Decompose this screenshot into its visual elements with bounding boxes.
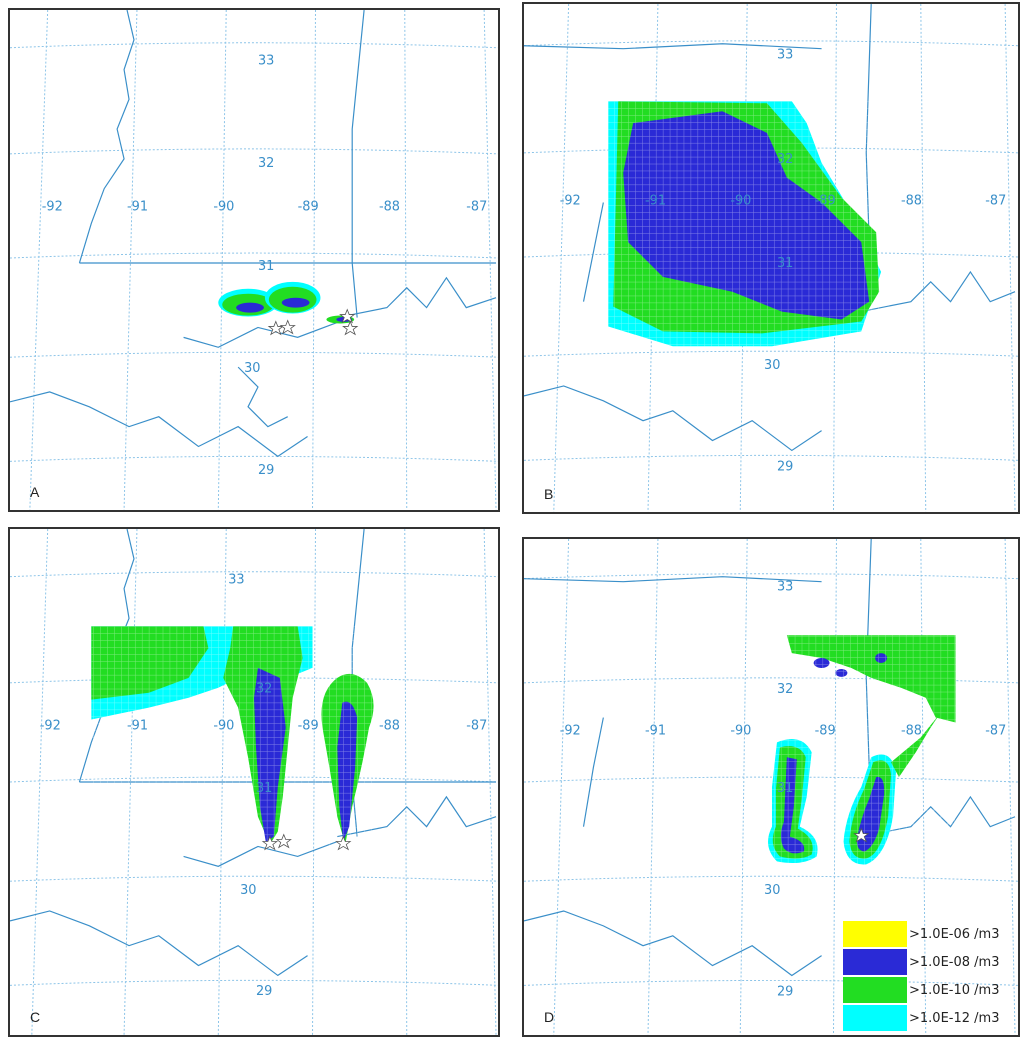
svg-text:-87: -87	[466, 199, 487, 214]
legend-label: >1.0E-12 /m3	[909, 1010, 1000, 1026]
svg-text:33: 33	[258, 54, 274, 69]
svg-text:-91: -91	[645, 193, 666, 208]
svg-text:29: 29	[777, 984, 793, 999]
legend-item-1e12: >1.0E-12 /m3	[843, 1004, 1021, 1032]
svg-text:29: 29	[777, 459, 793, 474]
map-panel-d: 33 32 31 30 29 -92 -91 -90 -89 -88 -87 D	[522, 537, 1020, 1037]
legend-item-1e08: >1.0E-08 /m3	[843, 948, 1021, 976]
svg-text:31: 31	[777, 256, 793, 271]
panel-letter-c: C	[30, 1009, 41, 1025]
graticule-lines	[10, 10, 498, 510]
svg-text:30: 30	[764, 883, 780, 898]
map-panel-c: 33 32 31 30 29 -92 -91 -90 -89 -88 -87 C	[8, 527, 500, 1037]
plume-a	[218, 281, 355, 324]
concentration-legend: >1.0E-06 /m3 >1.0E-08 /m3 >1.0E-10 /m3 >…	[843, 920, 1021, 1033]
map-a: 33 32 31 30 29 -92 -91 -90 -89 -88 -87	[10, 10, 498, 510]
svg-text:-92: -92	[42, 199, 63, 214]
release-sites	[267, 308, 359, 336]
svg-text:33: 33	[777, 48, 793, 63]
legend-item-1e10: >1.0E-10 /m3	[843, 976, 1021, 1004]
svg-text:-91: -91	[645, 723, 666, 738]
svg-text:32: 32	[258, 156, 274, 171]
latitude-labels: 33 32 31 30 29	[244, 54, 274, 479]
svg-text:-87: -87	[466, 718, 487, 733]
map-d: 33 32 31 30 29 -92 -91 -90 -89 -88 -87	[524, 539, 1018, 1035]
legend-label: >1.0E-10 /m3	[909, 982, 1000, 998]
svg-text:30: 30	[244, 361, 260, 376]
svg-text:-92: -92	[560, 723, 581, 738]
plume-c	[91, 626, 377, 847]
svg-text:-90: -90	[730, 193, 751, 208]
legend-swatch-cyan	[843, 1005, 907, 1031]
map-b: 33 32 31 30 29 -92 -91 -90 -89 -88 -87	[524, 4, 1018, 512]
svg-text:32: 32	[777, 152, 793, 167]
svg-text:-92: -92	[560, 193, 581, 208]
svg-text:29: 29	[258, 463, 274, 478]
svg-text:-88: -88	[379, 199, 400, 214]
svg-text:-89: -89	[298, 199, 319, 214]
svg-text:-89: -89	[815, 193, 836, 208]
panel-letter-a: A	[30, 484, 40, 500]
svg-text:30: 30	[764, 358, 780, 373]
svg-text:31: 31	[256, 781, 272, 796]
svg-text:-88: -88	[901, 193, 922, 208]
legend-label: >1.0E-06 /m3	[909, 926, 1000, 942]
svg-text:33: 33	[777, 580, 793, 595]
legend-label: >1.0E-08 /m3	[909, 954, 1000, 970]
legend-item-1e06: >1.0E-06 /m3	[843, 920, 1021, 948]
svg-text:29: 29	[256, 984, 272, 999]
plume-b	[608, 101, 882, 347]
svg-text:32: 32	[256, 682, 272, 697]
map-panel-a: 33 32 31 30 29 -92 -91 -90 -89 -88 -87 A	[8, 8, 500, 512]
longitude-labels: -92 -91 -90 -89 -88 -87	[42, 199, 488, 214]
legend-swatch-blue	[843, 949, 907, 975]
legend-swatch-green	[843, 977, 907, 1003]
svg-text:-89: -89	[815, 723, 836, 738]
legend-swatch-yellow	[843, 921, 907, 947]
svg-text:-88: -88	[379, 718, 400, 733]
svg-text:-87: -87	[985, 723, 1006, 738]
map-c: 33 32 31 30 29 -92 -91 -90 -89 -88 -87	[10, 529, 498, 1035]
svg-text:-91: -91	[127, 199, 148, 214]
svg-text:-88: -88	[901, 723, 922, 738]
svg-text:30: 30	[240, 883, 256, 898]
svg-text:-89: -89	[298, 718, 319, 733]
svg-text:-90: -90	[730, 723, 751, 738]
svg-text:33: 33	[228, 573, 244, 588]
state-boundaries	[10, 10, 497, 458]
panel-letter-d: D	[544, 1009, 555, 1025]
svg-text:32: 32	[777, 682, 793, 697]
svg-text:-92: -92	[40, 718, 61, 733]
plume-d	[762, 635, 956, 867]
svg-text:-87: -87	[985, 193, 1006, 208]
svg-text:31: 31	[258, 259, 274, 274]
svg-text:-90: -90	[213, 718, 234, 733]
svg-text:31: 31	[777, 781, 793, 796]
svg-text:-90: -90	[213, 199, 234, 214]
panel-letter-b: B	[544, 486, 554, 502]
map-panel-b: 33 32 31 30 29 -92 -91 -90 -89 -88 -87 B	[522, 2, 1020, 514]
svg-text:-91: -91	[127, 718, 148, 733]
